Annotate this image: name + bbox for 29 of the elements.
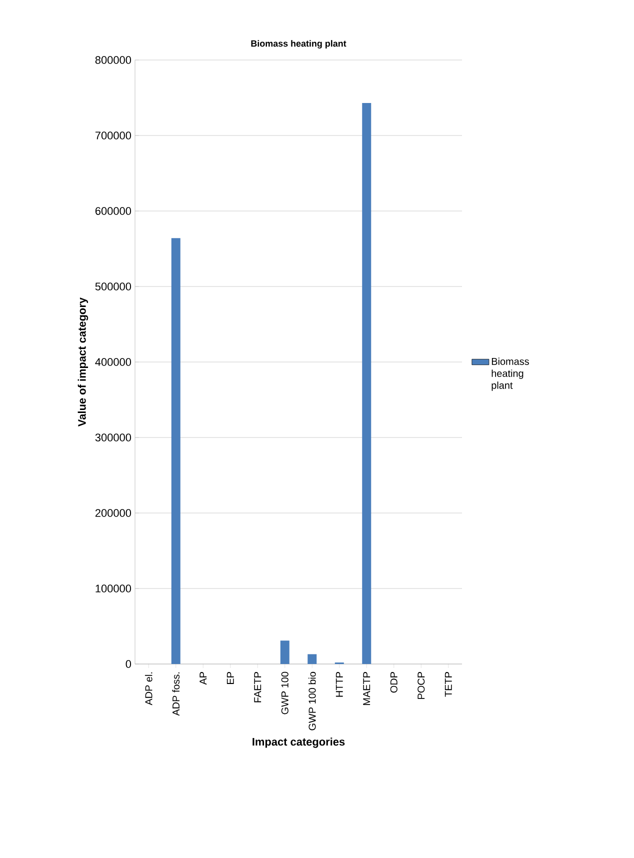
y-axis-title: Value of impact category [78,298,88,426]
y-tick-label: 700000 [95,132,132,140]
x-tick-label: FAETP [254,672,262,702]
x-tick-label: MAETP [363,672,370,706]
bar [171,238,180,664]
x-tick-label: ODP [390,672,398,693]
y-tick-label: 400000 [95,358,132,366]
legend-label: Biomass heating plant [492,358,529,391]
x-tick-label: GWP 100 [281,672,288,714]
x-tick-label: GWP 100 bio [308,672,316,730]
x-tick-label: AP [200,672,207,685]
bar [362,103,372,664]
bar [308,654,317,664]
y-tick-label: 800000 [95,56,132,64]
x-tick-label: HTTP [336,672,343,697]
bar [280,640,290,664]
y-tick-label: 600000 [95,207,132,215]
x-tick-label: EP [226,672,234,684]
chart-title: Biomass heating plant [251,40,346,49]
x-tick-label: POCP [418,672,425,699]
y-tick-label: 300000 [95,434,132,442]
y-tick-label: 200000 [95,509,132,517]
x-tick-label: TETP [444,672,452,697]
x-axis-title: Impact categories [252,738,345,748]
y-tick-label: 0 [126,660,132,668]
x-tick-label: ADP el. [144,672,152,706]
y-tick-label: 500000 [95,282,132,290]
x-tick-label: ADP foss. [172,672,180,716]
y-tick-label: 100000 [96,584,132,592]
